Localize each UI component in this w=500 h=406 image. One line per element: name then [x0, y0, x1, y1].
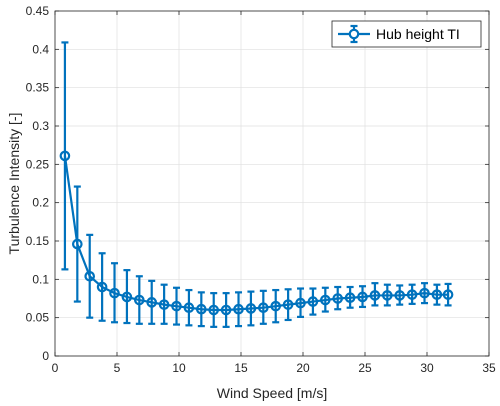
y-tick-label: 0.15 — [26, 234, 50, 248]
x-tick-label: 10 — [172, 361, 186, 375]
data-point — [357, 291, 368, 303]
y-tick-label: 0 — [42, 349, 49, 363]
axes-box — [54, 10, 490, 357]
x-tick-label: 5 — [114, 361, 121, 375]
legend-marker-circle — [348, 28, 360, 40]
data-point — [344, 292, 356, 304]
ticks: 0 5 10 15 20 25 30 35 0 0.05 0.1 0.15 0.2 0.25 0.3 0.35… — [26, 4, 496, 375]
data-point — [382, 290, 393, 301]
data-point — [233, 303, 244, 315]
y-tick-label: 0.2 — [32, 196, 49, 210]
data-point — [72, 238, 83, 250]
data-point — [146, 297, 158, 308]
y-tick-label: 0.35 — [26, 81, 50, 95]
y-tick-label: 0.05 — [26, 311, 50, 325]
data-point — [282, 299, 294, 310]
y-tick-label: 0.45 — [26, 4, 50, 18]
data-point — [121, 291, 133, 303]
data-point — [96, 281, 108, 293]
series-line — [63, 155, 449, 312]
data-point — [332, 293, 344, 304]
x-tick-label: 15 — [234, 361, 248, 375]
data-point — [394, 290, 406, 301]
legend-marker — [338, 24, 370, 44]
x-axis-label: Wind Speed [m/s] — [217, 385, 328, 401]
data-point — [258, 302, 269, 313]
y-tick-label: 0.4 — [32, 42, 49, 56]
data-point — [270, 300, 282, 312]
data-point — [183, 302, 195, 313]
error-bar — [371, 282, 379, 307]
data-point — [196, 303, 207, 315]
data-point — [134, 294, 145, 306]
series — [59, 41, 454, 328]
x-tick-label: 0 — [52, 361, 59, 375]
y-tick-label: 0.3 — [32, 119, 49, 133]
data-point — [307, 296, 319, 307]
data-point — [171, 300, 182, 312]
legend: Hub height TI — [331, 20, 482, 48]
data-point — [419, 287, 430, 299]
x-tick-label: 20 — [296, 361, 310, 375]
series-layer — [59, 41, 454, 328]
data-point — [158, 299, 170, 310]
x-tick-label: 35 — [482, 361, 496, 375]
data-point — [84, 270, 96, 282]
data-point — [406, 289, 418, 300]
data-point — [320, 294, 331, 306]
data-point — [109, 287, 120, 299]
data-point — [208, 304, 220, 316]
y-axis-label: Turbulence Intensity [-] — [6, 113, 22, 255]
data-point — [369, 290, 381, 301]
y-tick-label: 0.1 — [32, 272, 49, 286]
x-tick-label: 25 — [358, 361, 372, 375]
y-tick-label: 0.25 — [26, 157, 50, 171]
data-point — [245, 303, 257, 314]
data-point — [431, 289, 443, 300]
data-point — [59, 150, 71, 162]
data-point — [220, 304, 232, 316]
data-point — [295, 297, 306, 309]
data-point — [442, 289, 454, 300]
x-tick-label: 30 — [420, 361, 434, 375]
legend-entry-label: Hub height TI — [376, 26, 460, 42]
